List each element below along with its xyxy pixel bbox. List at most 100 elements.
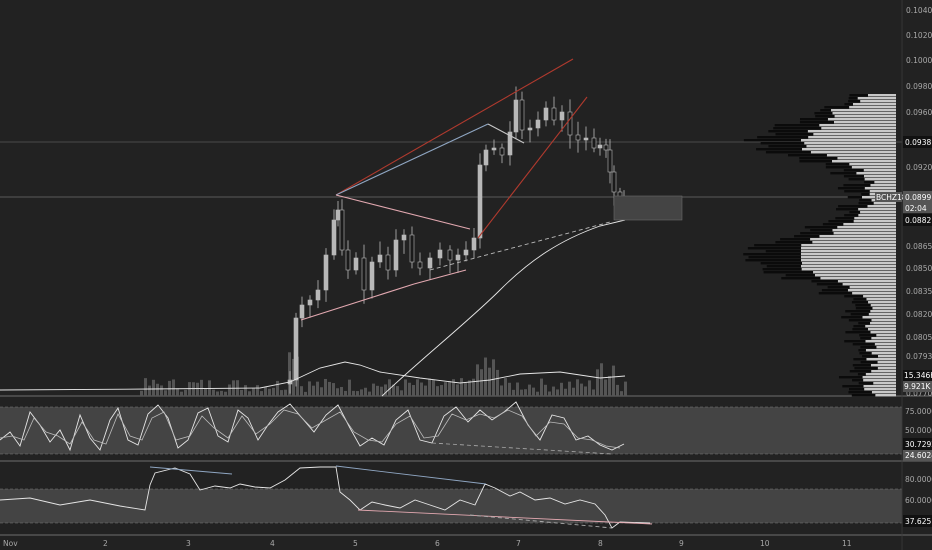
- candle-body: [353, 257, 359, 271]
- candle-body: [427, 257, 433, 269]
- profile-row-light: [801, 262, 896, 265]
- profile-row-light: [867, 328, 896, 331]
- volume-bar: [520, 389, 523, 396]
- profile-row-light: [813, 271, 896, 274]
- profile-row-light: [864, 388, 896, 391]
- profile-row-dark: [843, 184, 871, 187]
- volume-bar: [224, 391, 227, 396]
- candle-body: [401, 234, 407, 241]
- rsi-line: [0, 466, 651, 529]
- volume-bar: [576, 379, 579, 396]
- profile-row-dark: [851, 301, 869, 304]
- volume-bar: [292, 358, 295, 396]
- rsi-pink-line: [357, 509, 653, 525]
- profile-row-light: [801, 244, 896, 247]
- profile-row-light: [801, 250, 896, 253]
- volume-bar: [412, 385, 415, 396]
- rsi-blue-line-2: [335, 465, 487, 485]
- volume-bar: [564, 388, 567, 396]
- time-label: Nov: [3, 539, 18, 548]
- candle-body: [471, 237, 477, 251]
- profile-row-light: [874, 181, 896, 184]
- volume-bar: [592, 389, 595, 396]
- profile-row-light: [877, 367, 896, 370]
- profile-row-dark: [754, 244, 802, 247]
- profile-row-dark: [864, 181, 875, 184]
- profile-row-dark: [838, 205, 868, 208]
- profile-row-light: [865, 340, 896, 343]
- volume-bar: [512, 389, 515, 396]
- candle-body: [393, 239, 399, 271]
- volume-bar: [528, 384, 531, 396]
- stoch-value-badge-2: [903, 450, 932, 461]
- marker-price-badge: 0.0882: [903, 214, 932, 226]
- volume-bar: [464, 383, 467, 396]
- profile-row-light: [866, 358, 896, 361]
- profile-row-light: [842, 283, 896, 286]
- candle-body: [559, 111, 565, 121]
- volume-bar: [160, 385, 163, 396]
- profile-row-light: [863, 175, 896, 178]
- candle-body: [369, 261, 375, 291]
- volume-bar: [540, 378, 543, 396]
- svg-text:24.6024: 24.6024: [905, 451, 932, 460]
- profile-row-dark: [852, 379, 864, 382]
- profile-row-light: [851, 166, 896, 169]
- candle-body: [315, 289, 321, 301]
- profile-row-light: [860, 211, 896, 214]
- profile-row-light: [832, 112, 896, 115]
- time-label: 3: [186, 539, 191, 548]
- volume-bar: [336, 388, 339, 396]
- volume-bar: [184, 389, 187, 396]
- profile-row-dark: [760, 142, 805, 145]
- profile-row-dark: [773, 127, 822, 130]
- profile-row-light: [870, 322, 896, 325]
- profile-row-light: [801, 148, 896, 151]
- volume-bar: [492, 359, 495, 396]
- profile-row-dark: [858, 322, 871, 325]
- profile-row-dark: [861, 193, 870, 196]
- candle-body: [463, 249, 469, 256]
- volume-bar: [392, 384, 395, 396]
- volume-bar: [440, 385, 443, 396]
- time-label: 6: [435, 539, 440, 548]
- profile-row-dark: [804, 226, 838, 229]
- profile-row-light: [865, 349, 896, 352]
- volume-bar: [348, 379, 351, 396]
- profile-row-light: [862, 316, 896, 319]
- price-tick: 0.0960: [906, 108, 932, 117]
- profile-row-dark: [760, 262, 802, 265]
- candle-body: [307, 299, 313, 306]
- candle-body: [527, 127, 533, 131]
- profile-row-light: [864, 187, 896, 190]
- profile-row-dark: [844, 214, 859, 217]
- price-tick: 0.0805: [906, 333, 932, 342]
- profile-row-light: [863, 169, 896, 172]
- profile-row-dark: [835, 217, 855, 220]
- volume-bar: [552, 386, 555, 396]
- stoch-k-line: [0, 401, 625, 452]
- volume-bar: [396, 386, 399, 396]
- profile-row-dark: [763, 271, 814, 274]
- profile-row-dark: [852, 343, 875, 346]
- profile-row-light: [869, 190, 896, 193]
- profile-row-dark: [845, 310, 871, 313]
- profile-row-light: [831, 160, 896, 163]
- volume-bar: [320, 387, 323, 396]
- profile-row-dark: [816, 283, 843, 286]
- profile-row-light: [843, 223, 896, 226]
- volume-bar: [324, 378, 327, 396]
- candle-body: [345, 249, 351, 271]
- profile-row-dark: [775, 133, 814, 136]
- candle-body: [597, 144, 603, 149]
- profile-row-light: [857, 97, 896, 100]
- profile-row-light: [860, 100, 896, 103]
- volume-bar: [192, 382, 195, 396]
- profile-row-light: [873, 202, 896, 205]
- profile-row-light: [849, 286, 896, 289]
- volume-bar: [364, 387, 367, 396]
- profile-row-dark: [858, 382, 874, 385]
- support-line: [300, 283, 415, 321]
